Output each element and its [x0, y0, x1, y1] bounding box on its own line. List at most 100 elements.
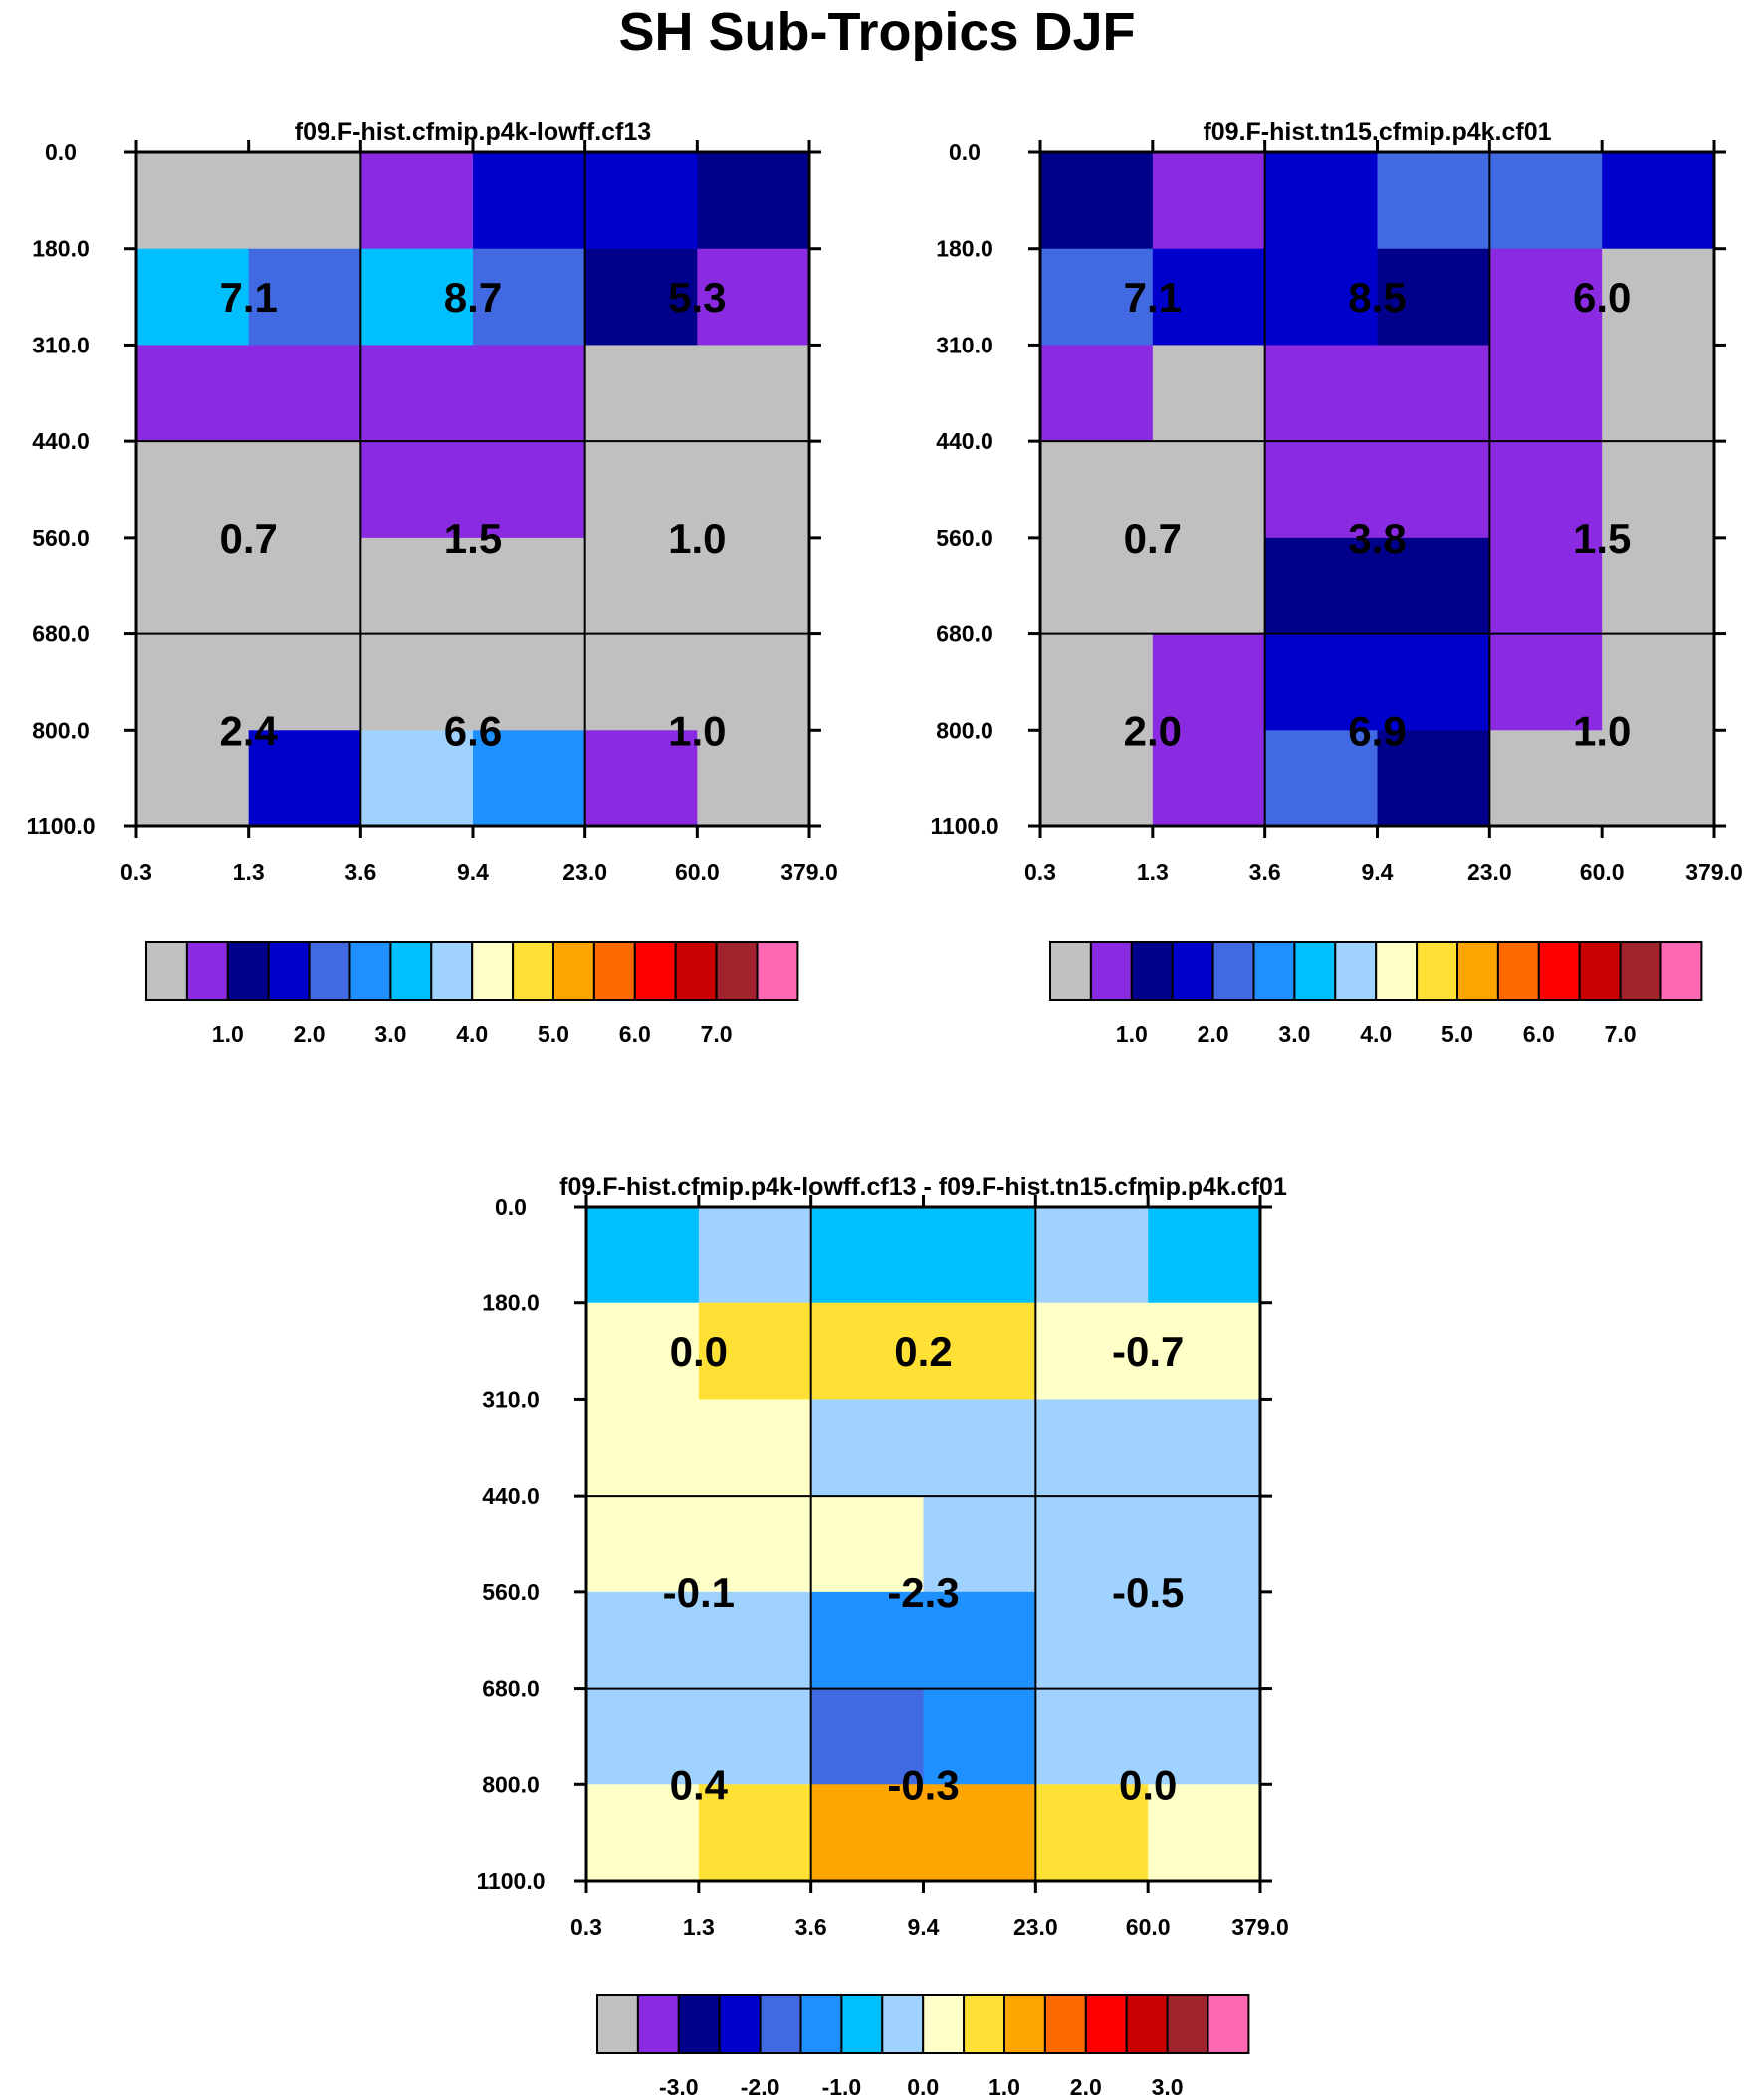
- heatmap-cell: [698, 1688, 812, 1785]
- heatmap-cell: [1035, 1399, 1149, 1497]
- heatmap-cell: [473, 441, 586, 539]
- colorbar-swatch: [715, 941, 759, 1001]
- heatmap-cell: [1148, 1302, 1261, 1401]
- heatmap-cell: [1602, 730, 1715, 827]
- colorbar-swatch: [226, 941, 270, 1001]
- heatmap-cell: [584, 345, 698, 442]
- heatmap-cell: [1040, 248, 1154, 347]
- x-tick-label: 1.3: [233, 859, 265, 885]
- heatmap-cell: [923, 1784, 1036, 1882]
- data-label: 8.7: [444, 274, 502, 321]
- colorbar-swatch: [1293, 941, 1337, 1001]
- colorbar-swatch: [1125, 1994, 1169, 2054]
- y-tick-label: 800.0: [936, 717, 993, 743]
- colorbar: 1.0 2.0 3.0 4.0 5.0 6.0 7.0: [1049, 941, 1703, 1047]
- heatmap-cell: [1152, 537, 1266, 635]
- colorbar-swatch: [430, 941, 474, 1001]
- heatmap-cell: [584, 730, 698, 827]
- y-tick-label: 440.0: [32, 428, 90, 454]
- heatmap-cell: [1489, 152, 1603, 250]
- heatmap-cell: [1264, 248, 1379, 347]
- colorbar-swatch: [1578, 941, 1622, 1001]
- x-tick-label: 0.3: [1024, 859, 1056, 885]
- x-tick-label: 9.4: [1362, 859, 1394, 885]
- colorbar-swatch: [1130, 941, 1174, 1001]
- data-label: 2.0: [1124, 707, 1182, 754]
- y-tick-label: 180.0: [482, 1290, 540, 1316]
- heatmap-cell: [1040, 345, 1154, 442]
- heatmap-cell: [136, 633, 250, 731]
- colorbar-swatch: [1416, 941, 1458, 1001]
- x-tick-label: 9.4: [908, 1914, 940, 1940]
- colorbar-swatch: [756, 941, 799, 1001]
- heatmap-cell: [1602, 441, 1715, 539]
- data-label: 6.6: [444, 707, 502, 754]
- colorbar-swatch: [1619, 941, 1662, 1001]
- data-label: 8.5: [1348, 274, 1406, 321]
- data-label: 5.3: [668, 274, 726, 321]
- heatmap-cell: [136, 730, 250, 827]
- data-label: -0.1: [663, 1569, 735, 1616]
- x-tick-label: 3.6: [1249, 859, 1281, 885]
- heatmap-cell: [697, 441, 810, 539]
- heatmap-cell: [810, 1302, 925, 1401]
- heatmap-cell: [1148, 1496, 1261, 1593]
- colorbar-swatch: [1375, 941, 1419, 1001]
- x-tick-label: 60.0: [675, 859, 720, 885]
- heatmap-cell: [1040, 152, 1154, 250]
- figure-title: SH Sub-Tropics DJF: [618, 2, 1135, 62]
- y-tick-label: 0.0: [45, 139, 77, 165]
- data-label: 0.0: [1119, 1761, 1177, 1808]
- data-label: -0.7: [1112, 1328, 1184, 1375]
- heatmap-cell: [698, 1784, 812, 1882]
- x-tick-label: 0.3: [570, 1914, 602, 1940]
- heatmap-cell: [586, 1302, 700, 1401]
- x-tick-label: 60.0: [1580, 859, 1625, 885]
- colorbar-swatch: [963, 1994, 1005, 2054]
- colorbar-swatch: [1211, 941, 1255, 1001]
- data-label: -0.3: [887, 1761, 959, 1808]
- heatmap-cell: [1152, 248, 1266, 347]
- colorbar-swatch: [1207, 1994, 1250, 2054]
- heatmap-cell: [1377, 537, 1490, 635]
- heatmap-cell: [248, 441, 361, 539]
- y-tick-label: 0.0: [495, 1194, 527, 1220]
- x-tick-label: 379.0: [1231, 1914, 1289, 1940]
- colorbar-label: 5.0: [538, 1021, 569, 1047]
- colorbar: 1.0 2.0 3.0 4.0 5.0 6.0 7.0: [145, 941, 799, 1047]
- data-label: 6.0: [1573, 274, 1631, 321]
- colorbar-swatch: [592, 941, 636, 1001]
- colorbar-swatch: [1049, 941, 1092, 1001]
- heatmap-cell: [1152, 152, 1266, 250]
- y-tick-label: 310.0: [482, 1386, 540, 1412]
- heatmap-cell: [923, 1591, 1036, 1690]
- heatmap-cell: [136, 345, 250, 442]
- colorbar-swatch: [1003, 1994, 1046, 2054]
- x-tick-label: 1.3: [683, 1914, 715, 1940]
- y-tick-label: 310.0: [936, 332, 993, 357]
- heatmap-cell: [1489, 633, 1603, 731]
- colorbar-label: -1.0: [822, 2074, 862, 2100]
- x-tick-label: 23.0: [1013, 1914, 1058, 1940]
- colorbar-swatch: [922, 1994, 966, 2054]
- data-label: 7.1: [219, 274, 277, 321]
- heatmap-cell: [698, 1399, 812, 1497]
- colorbar-swatch: [636, 1994, 680, 2054]
- heatmap-cell: [136, 441, 250, 539]
- x-tick-label: 60.0: [1126, 1914, 1171, 1940]
- heatmap-cell: [586, 1688, 700, 1785]
- colorbar-swatch: [1537, 941, 1581, 1001]
- heatmap-cell: [1152, 345, 1266, 442]
- heatmap-cell: [473, 248, 586, 347]
- heatmap-cell: [584, 152, 698, 250]
- panel-diff: f09.F-hist.cfmip.p4k-lowff.cf13 - f09.F-…: [476, 1173, 1288, 2100]
- heatmap-cell: [1152, 633, 1266, 731]
- heatmap-cell: [810, 1688, 925, 1785]
- colorbar-swatch: [1659, 941, 1703, 1001]
- colorbar-label: 3.0: [1152, 2074, 1184, 2100]
- colorbar-swatch: [633, 941, 677, 1001]
- heatmap-cell: [584, 537, 698, 635]
- heatmap-cell: [584, 633, 698, 731]
- x-tick-label: 379.0: [1685, 859, 1743, 885]
